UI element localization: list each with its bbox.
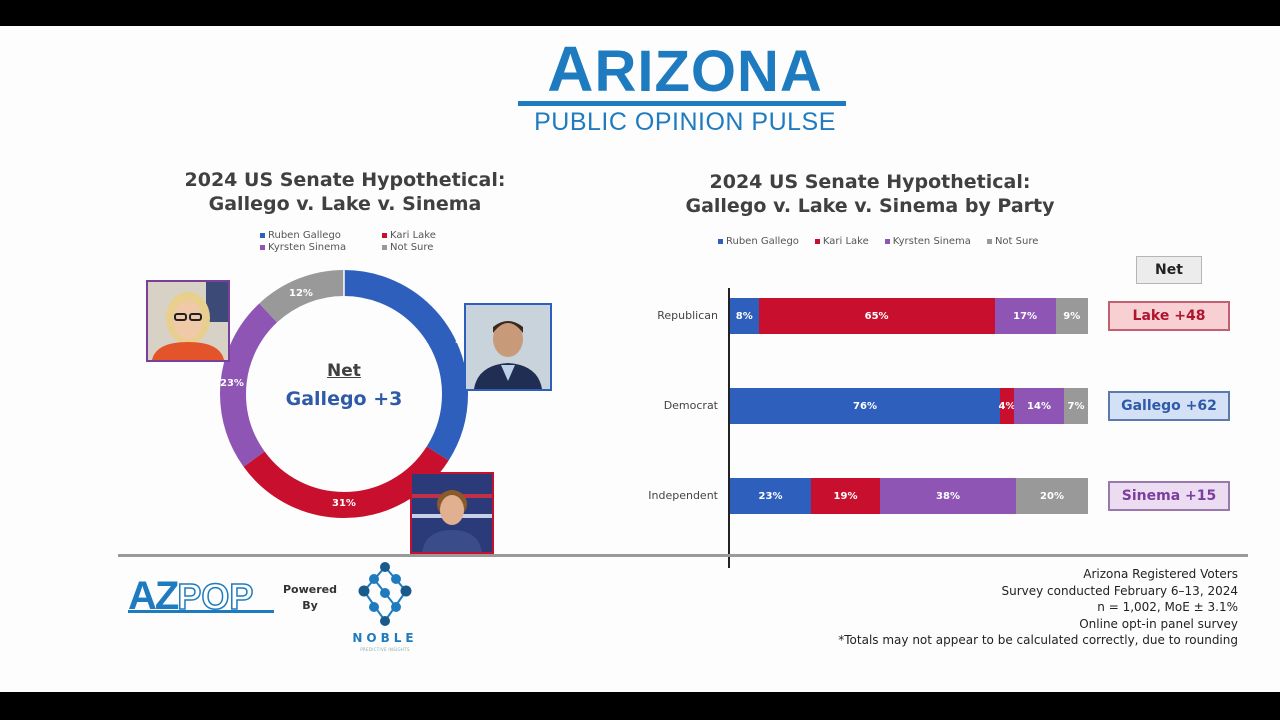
legend-not-sure: Not Sure <box>382 242 462 253</box>
noble-name: NOBLE <box>352 631 418 645</box>
legend-sinema: Kyrsten Sinema <box>260 242 382 253</box>
net-republican: Lake +48 <box>1108 301 1230 331</box>
seg-gallego: 8% <box>730 298 759 334</box>
note-line: Online opt-in panel survey <box>1079 616 1238 631</box>
legend-swatch-icon <box>260 233 265 238</box>
legend-not-sure: Not Sure <box>986 236 1038 247</box>
note-line: Arizona Registered Voters <box>1083 567 1238 581</box>
seg-sinema: 38% <box>880 478 1016 514</box>
legend-swatch-icon <box>814 239 820 244</box>
seg-sinema: 14% <box>1014 388 1064 424</box>
legend-swatch-icon <box>260 245 265 250</box>
photo-lake <box>410 472 494 554</box>
row-label-democrat: Democrat <box>663 399 718 412</box>
seg-not-sure: 9% <box>1055 298 1088 334</box>
bar-independent: 23% 19% 38% 20% <box>730 478 1088 514</box>
donut-segment-sinema <box>220 270 468 518</box>
row-label-independent: Independent <box>648 489 718 502</box>
note-line: n = 1,002, MoE ± 3.1% <box>1097 600 1238 614</box>
noble-tagline: PREDICTIVE INSIGHTS <box>360 647 410 652</box>
left-chart-title: 2024 US Senate Hypothetical: Gallego v. … <box>184 169 506 215</box>
donut-label-sinema: 23% <box>220 378 244 389</box>
bar-democrat: 76% 4% 14% 7% <box>730 388 1088 424</box>
donut-net-value: Gallego +3 <box>285 388 403 410</box>
arizona-subtitle: PUBLIC OPINION PULSE <box>534 108 836 136</box>
noble-logo-icon <box>358 562 412 626</box>
note-line: Survey conducted February 6–13, 2024 <box>1001 583 1238 598</box>
azpop-underline <box>128 610 274 613</box>
bar-republican: 8% 65% 17% 9% <box>730 298 1088 334</box>
footer-rule <box>118 554 1248 557</box>
legend-swatch-icon <box>884 239 890 244</box>
legend-gallego: Ruben Gallego <box>260 230 382 241</box>
powered-by: Powered By <box>282 583 337 612</box>
donut-chart <box>220 270 468 518</box>
net-democrat: Gallego +62 <box>1108 391 1230 421</box>
right-chart-title: 2024 US Senate Hypothetical: Gallego v. … <box>685 171 1055 217</box>
left-legend: Ruben Gallego Kari Lake Kyrsten Sinema N… <box>260 230 460 253</box>
row-label-republican: Republican <box>657 309 718 322</box>
right-legend: Ruben Gallego Kari Lake Kyrsten Sinema N… <box>718 236 1038 247</box>
legend-swatch-icon <box>382 233 387 238</box>
seg-gallego: 23% <box>730 478 811 514</box>
legend-swatch-icon <box>382 245 387 250</box>
seg-gallego: 76% <box>730 388 1000 424</box>
bar-axis <box>728 288 730 568</box>
seg-not-sure: 7% <box>1064 388 1088 424</box>
photo-sinema <box>146 280 230 362</box>
survey-notes: Arizona Registered Voters Survey conduct… <box>838 566 1238 649</box>
title-rule <box>518 101 846 106</box>
legend-swatch-icon <box>718 239 723 244</box>
donut-label-not-sure: 12% <box>289 288 313 299</box>
legend-lake: Kari Lake <box>382 230 462 241</box>
legend-lake: Kari Lake <box>814 236 869 247</box>
donut-net-label: Net <box>327 361 361 381</box>
donut-segment-lake <box>220 270 468 518</box>
seg-not-sure: 20% <box>1016 478 1088 514</box>
net-header: Net <box>1136 256 1202 284</box>
legend-swatch-icon <box>986 239 992 244</box>
legend-sinema: Kyrsten Sinema <box>884 236 971 247</box>
net-independent: Sinema +15 <box>1108 481 1230 511</box>
arizona-title: ARIZONA <box>547 33 823 105</box>
seg-lake: 65% <box>758 298 995 334</box>
note-line: *Totals may not appear to be calculated … <box>838 633 1238 647</box>
seg-lake: 4% <box>999 388 1016 424</box>
legend-gallego: Ruben Gallego <box>718 236 799 247</box>
photo-gallego <box>464 303 552 391</box>
slide: ARIZONA PUBLIC OPINION PULSE 2024 US Sen… <box>0 26 1280 692</box>
seg-sinema: 17% <box>994 298 1056 334</box>
donut-label-lake: 31% <box>332 498 356 509</box>
seg-lake: 19% <box>811 478 880 514</box>
